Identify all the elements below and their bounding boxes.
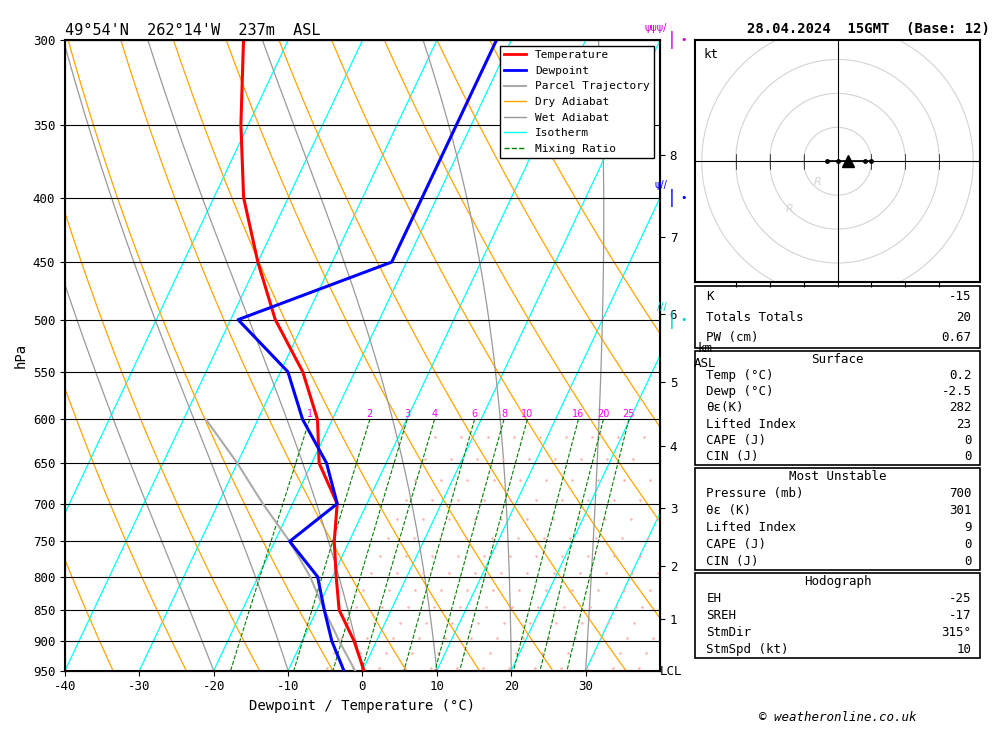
Text: 10: 10: [956, 643, 971, 655]
Text: EH: EH: [706, 592, 721, 605]
Text: 301: 301: [949, 504, 971, 517]
Text: Lifted Index: Lifted Index: [706, 418, 796, 431]
Text: Temp (°C): Temp (°C): [706, 369, 774, 382]
Text: 23: 23: [956, 418, 971, 431]
Text: 10: 10: [521, 410, 534, 419]
Text: Dewp (°C): Dewp (°C): [706, 385, 774, 398]
Text: -2.5: -2.5: [941, 385, 971, 398]
Text: LCL: LCL: [660, 666, 682, 678]
Text: •: •: [681, 193, 687, 202]
Text: 0: 0: [964, 538, 971, 551]
Text: 0.67: 0.67: [941, 331, 971, 345]
Text: ψ//: ψ//: [654, 180, 667, 191]
Text: PW (cm): PW (cm): [706, 331, 759, 345]
Text: Hodograph: Hodograph: [804, 575, 871, 588]
Text: StmDir: StmDir: [706, 626, 751, 638]
Text: •: •: [681, 314, 687, 325]
Text: 315°: 315°: [941, 626, 971, 638]
Text: 6: 6: [471, 410, 478, 419]
Text: Pressure (mb): Pressure (mb): [706, 487, 804, 500]
Text: 9: 9: [964, 521, 971, 534]
Text: θε(K): θε(K): [706, 402, 744, 414]
Text: CAPE (J): CAPE (J): [706, 538, 766, 551]
Text: CAPE (J): CAPE (J): [706, 434, 766, 447]
X-axis label: Dewpoint / Temperature (°C): Dewpoint / Temperature (°C): [249, 699, 476, 713]
Text: 0: 0: [964, 450, 971, 463]
Text: |: |: [667, 188, 677, 207]
Text: 0: 0: [964, 555, 971, 568]
Text: θε (K): θε (K): [706, 504, 751, 517]
Text: 0.2: 0.2: [949, 369, 971, 382]
Text: R: R: [813, 177, 821, 187]
Text: |: |: [667, 311, 677, 328]
Text: ///: ///: [657, 302, 667, 312]
Text: K: K: [706, 290, 714, 303]
Text: 4: 4: [431, 410, 438, 419]
Y-axis label: km
ASL: km ASL: [694, 342, 716, 369]
Text: -25: -25: [949, 592, 971, 605]
Text: © weatheronline.co.uk: © weatheronline.co.uk: [759, 711, 916, 724]
Text: Surface: Surface: [811, 353, 864, 366]
Text: -17: -17: [949, 609, 971, 622]
Legend: Temperature, Dewpoint, Parcel Trajectory, Dry Adiabat, Wet Adiabat, Isotherm, Mi: Temperature, Dewpoint, Parcel Trajectory…: [500, 46, 654, 158]
Text: -15: -15: [949, 290, 971, 303]
Text: 8: 8: [501, 410, 507, 419]
Text: |: |: [667, 32, 677, 49]
Text: 20: 20: [956, 311, 971, 323]
Text: 20: 20: [597, 410, 610, 419]
Text: 0: 0: [964, 434, 971, 447]
Text: 2: 2: [367, 410, 373, 419]
Text: 25: 25: [623, 410, 635, 419]
Text: Totals Totals: Totals Totals: [706, 311, 804, 323]
Text: kt: kt: [704, 48, 719, 61]
Text: 1: 1: [307, 410, 313, 419]
Text: Lifted Index: Lifted Index: [706, 521, 796, 534]
Text: R: R: [786, 205, 794, 214]
Y-axis label: hPa: hPa: [13, 343, 27, 368]
Text: ψψψ/: ψψψ/: [645, 23, 667, 33]
Text: CIN (J): CIN (J): [706, 450, 759, 463]
Text: StmSpd (kt): StmSpd (kt): [706, 643, 789, 655]
Text: 49°54'N  262°14'W  237m  ASL: 49°54'N 262°14'W 237m ASL: [65, 23, 320, 38]
Text: •: •: [681, 35, 687, 45]
Text: 700: 700: [949, 487, 971, 500]
Text: Most Unstable: Most Unstable: [789, 470, 886, 483]
Text: 282: 282: [949, 402, 971, 414]
Text: SREH: SREH: [706, 609, 736, 622]
Text: 3: 3: [404, 410, 410, 419]
Text: CIN (J): CIN (J): [706, 555, 759, 568]
Text: 16: 16: [572, 410, 585, 419]
Text: 28.04.2024  15GMT  (Base: 12): 28.04.2024 15GMT (Base: 12): [747, 22, 990, 36]
